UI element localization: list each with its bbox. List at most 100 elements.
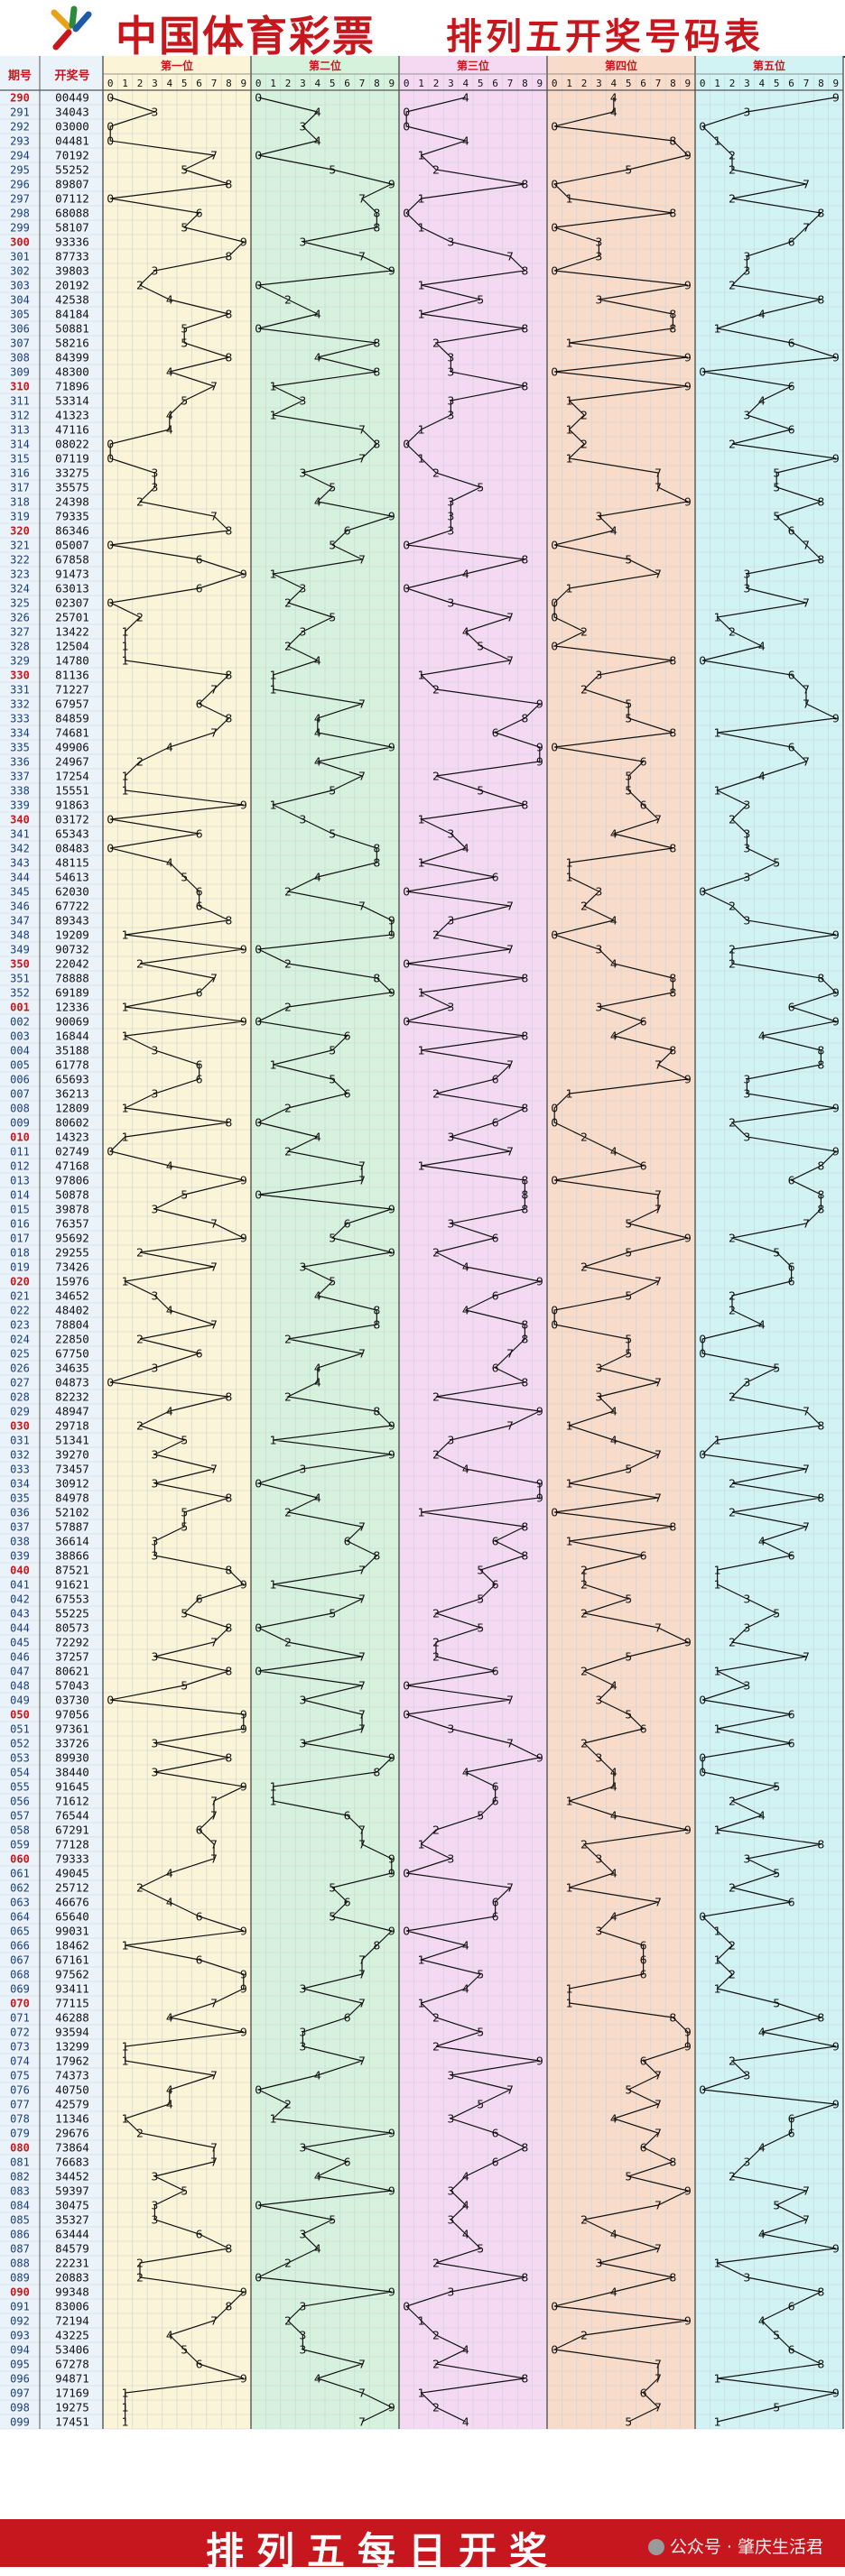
digit-mark: 2 xyxy=(580,1564,588,1577)
issue-label: 088 xyxy=(10,2257,30,2270)
digit-mark: 4 xyxy=(166,1304,173,1317)
digit-mark: 6 xyxy=(344,524,351,538)
issue-label: 008 xyxy=(10,1103,30,1115)
digit-mark: 8 xyxy=(373,1766,380,1779)
digit-mark: 4 xyxy=(462,842,469,855)
issue-label: 051 xyxy=(10,1723,30,1736)
digit-header: 5 xyxy=(626,78,632,89)
issue-label: 309 xyxy=(10,366,30,379)
digit-mark: 6 xyxy=(492,1795,499,1808)
draw-number: 83006 xyxy=(55,2300,89,2313)
draw-number: 81136 xyxy=(55,669,89,682)
draw-number: 74681 xyxy=(55,726,89,740)
digit-mark: 8 xyxy=(373,438,380,451)
issue-label: 323 xyxy=(10,568,30,581)
digit-mark: 8 xyxy=(521,1029,528,1043)
issue-label: 304 xyxy=(10,294,30,307)
digit-mark: 7 xyxy=(210,1463,218,1476)
digit-mark: 4 xyxy=(758,394,766,408)
issue-label: 329 xyxy=(10,655,30,668)
digit-mark: 5 xyxy=(329,1881,336,1895)
digit-mark: 8 xyxy=(817,1838,824,1851)
issue-label: 335 xyxy=(10,742,30,754)
draw-number: 08022 xyxy=(55,438,89,451)
digit-mark: 9 xyxy=(832,712,840,725)
digit-mark: 2 xyxy=(580,1578,588,1592)
digit-mark: 6 xyxy=(640,755,647,769)
digit-mark: 6 xyxy=(788,1708,795,1722)
digit-mark: 9 xyxy=(684,1232,692,1245)
draw-number: 97056 xyxy=(55,1708,89,1722)
digit-mark: 3 xyxy=(743,409,750,422)
digit-mark: 2 xyxy=(729,1795,736,1808)
digit-header: 6 xyxy=(492,78,498,89)
digit-mark: 3 xyxy=(299,2026,306,2039)
digit-mark: 6 xyxy=(344,2156,351,2169)
digit-header: 3 xyxy=(596,78,602,89)
digit-mark: 5 xyxy=(625,2170,632,2184)
digit-mark: 7 xyxy=(358,1968,366,1981)
draw-number: 15976 xyxy=(55,1275,89,1288)
digit-mark: 8 xyxy=(521,178,528,191)
draw-number: 58107 xyxy=(55,221,89,235)
issue-label: 083 xyxy=(10,2185,30,2198)
digit-mark: 2 xyxy=(729,1939,736,1953)
digit-mark: 7 xyxy=(655,1203,662,1216)
digit-mark: 4 xyxy=(758,2141,766,2155)
digit-mark: 1 xyxy=(566,337,573,350)
digit-mark: 5 xyxy=(329,1073,336,1086)
digit-mark: 0 xyxy=(551,1174,558,1187)
digit-mark: 9 xyxy=(240,1578,247,1592)
draw-number: 67161 xyxy=(55,1953,89,1967)
digit-header: 2 xyxy=(137,78,144,89)
digit-header: 7 xyxy=(359,78,366,89)
digit-mark: 4 xyxy=(758,770,766,783)
digit-mark: 1 xyxy=(418,1953,425,1967)
digit-mark: 8 xyxy=(373,842,380,855)
digit-mark: 8 xyxy=(225,2300,232,2313)
draw-number: 48947 xyxy=(55,1405,89,1418)
digit-mark: 2 xyxy=(136,2257,144,2270)
digit-mark: 0 xyxy=(699,1333,706,1346)
digit-mark: 3 xyxy=(743,582,750,596)
issue-label: 349 xyxy=(10,944,30,956)
digit-mark: 0 xyxy=(551,178,558,191)
digit-mark: 7 xyxy=(358,2358,366,2371)
digit-mark: 9 xyxy=(684,1636,692,1649)
digit-mark: 1 xyxy=(566,856,573,870)
digit-mark: 5 xyxy=(625,1246,632,1260)
issue-label: 011 xyxy=(10,1146,30,1159)
digit-mark: 0 xyxy=(551,2300,558,2313)
draw-number: 08483 xyxy=(55,842,89,855)
digit-mark: 7 xyxy=(506,250,514,263)
draw-number: 97806 xyxy=(55,1174,89,1187)
digit-mark: 7 xyxy=(655,1448,662,1462)
digit-mark: 8 xyxy=(521,1520,528,1534)
digit-mark: 5 xyxy=(477,293,484,307)
digit-mark: 5 xyxy=(625,1593,632,1606)
digit-mark: 3 xyxy=(743,871,750,884)
digit-mark: 1 xyxy=(566,1477,573,1491)
digit-mark: 0 xyxy=(551,741,558,754)
digit-mark: 0 xyxy=(551,1304,558,1317)
digit-mark: 8 xyxy=(225,914,232,928)
digit-mark: 0 xyxy=(107,842,114,855)
digit-mark: 5 xyxy=(625,2083,632,2097)
digit-mark: 2 xyxy=(580,1838,588,1851)
digit-mark: 0 xyxy=(551,1318,558,1332)
digit-mark: 4 xyxy=(758,308,766,321)
digit-mark: 4 xyxy=(314,726,321,740)
digit-mark: 1 xyxy=(566,1795,573,1808)
digit-mark: 7 xyxy=(506,1419,514,1433)
digit-mark: 9 xyxy=(536,1405,543,1418)
page-title: 排列五开奖号码表 xyxy=(446,15,764,58)
digit-mark: 3 xyxy=(299,1260,306,1274)
draw-number: 89930 xyxy=(55,1751,89,1765)
digit-mark: 3 xyxy=(743,914,750,928)
digit-mark: 8 xyxy=(373,1549,380,1563)
issue-label: 096 xyxy=(10,2373,30,2386)
digit-mark: 8 xyxy=(669,2156,676,2169)
issue-label: 001 xyxy=(10,1002,30,1014)
digit-mark: 1 xyxy=(566,192,573,206)
header-issue: 期号 xyxy=(8,69,32,83)
